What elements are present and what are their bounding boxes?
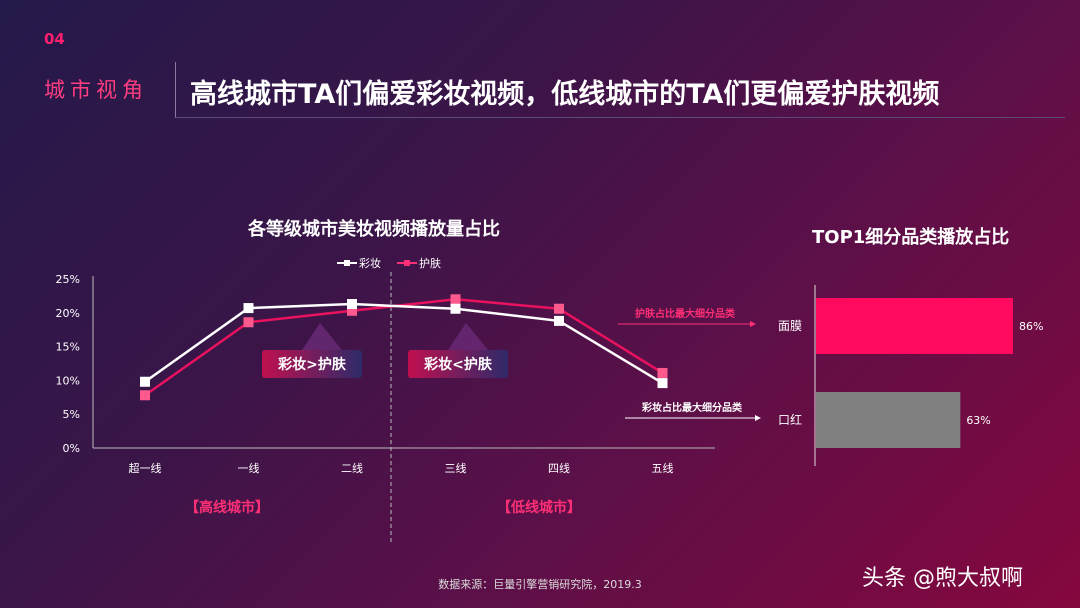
bar-口红 (816, 392, 961, 448)
line-chart-title: 各等级城市美妆视频播放量占比 (248, 219, 500, 240)
data-point-护肤 (243, 317, 254, 328)
bar-category-label: 口红 (778, 412, 802, 427)
x-tick-label: 四线 (548, 461, 570, 475)
bar-chart-title: TOP1细分品类播放占比 (812, 227, 1010, 248)
x-tick-label: 一线 (238, 461, 260, 475)
data-point-护肤 (347, 305, 357, 316)
group-label-high: 【高线城市】 (185, 500, 269, 516)
x-tick-label: 五线 (652, 461, 674, 475)
legend-marker (404, 260, 410, 266)
data-point-彩妆 (347, 299, 357, 310)
annotation-skincare: 护肤占比最大细分品类 (635, 307, 735, 320)
bar-value-label: 63% (966, 414, 990, 427)
section-number: 04 (44, 30, 65, 48)
y-tick-label: 25% (56, 273, 80, 286)
bar-面膜 (816, 298, 1013, 354)
callout-text: 彩妆>护肤 (277, 356, 347, 373)
series-line-护肤 (144, 298, 664, 397)
source-note: 数据来源：巨量引擎营销研究院，2019.3 (438, 578, 642, 591)
series-line-彩妆 (144, 302, 664, 385)
y-tick-label: 5% (63, 408, 80, 421)
bar-category-label: 面膜 (778, 319, 802, 333)
watermark: 头条 @煦大叔啊 (862, 566, 1023, 591)
callout-box (408, 350, 508, 378)
data-point-护肤 (140, 390, 150, 401)
section-title: 城市视角 (44, 78, 148, 102)
bar-value-label: 86% (1019, 320, 1043, 333)
data-point-彩妆 (450, 303, 461, 314)
y-tick-label: 20% (56, 307, 80, 320)
title-frame (175, 62, 1065, 118)
data-point-护肤 (657, 367, 668, 378)
y-tick-label: 0% (63, 442, 80, 455)
data-point-彩妆 (140, 376, 150, 387)
data-point-护肤 (554, 303, 564, 314)
callout-text: 彩妆<护肤 (423, 356, 493, 373)
callout-pointer (448, 323, 488, 350)
y-tick-label: 10% (56, 374, 80, 387)
callout-pointer (302, 323, 342, 350)
x-tick-label: 三线 (445, 461, 467, 475)
legend-label: 彩妆 (359, 257, 381, 270)
y-tick-label: 15% (56, 341, 80, 354)
data-point-彩妆 (243, 303, 254, 314)
x-tick-label: 二线 (341, 461, 363, 475)
data-point-彩妆 (657, 378, 668, 389)
legend-label: 护肤 (419, 256, 441, 270)
annotation-makeup: 彩妆占比最大细分品类 (641, 401, 742, 414)
x-tick-label: 超一线 (129, 461, 162, 475)
legend-marker (344, 260, 350, 266)
page-title: 高线城市TA们偏爱彩妆视频，低线城市的TA们更偏爱护肤视频 (190, 79, 940, 110)
group-label-low: 【低线城市】 (497, 500, 581, 516)
data-point-彩妆 (554, 315, 564, 326)
callout-box (262, 350, 362, 378)
data-point-护肤 (450, 294, 461, 305)
